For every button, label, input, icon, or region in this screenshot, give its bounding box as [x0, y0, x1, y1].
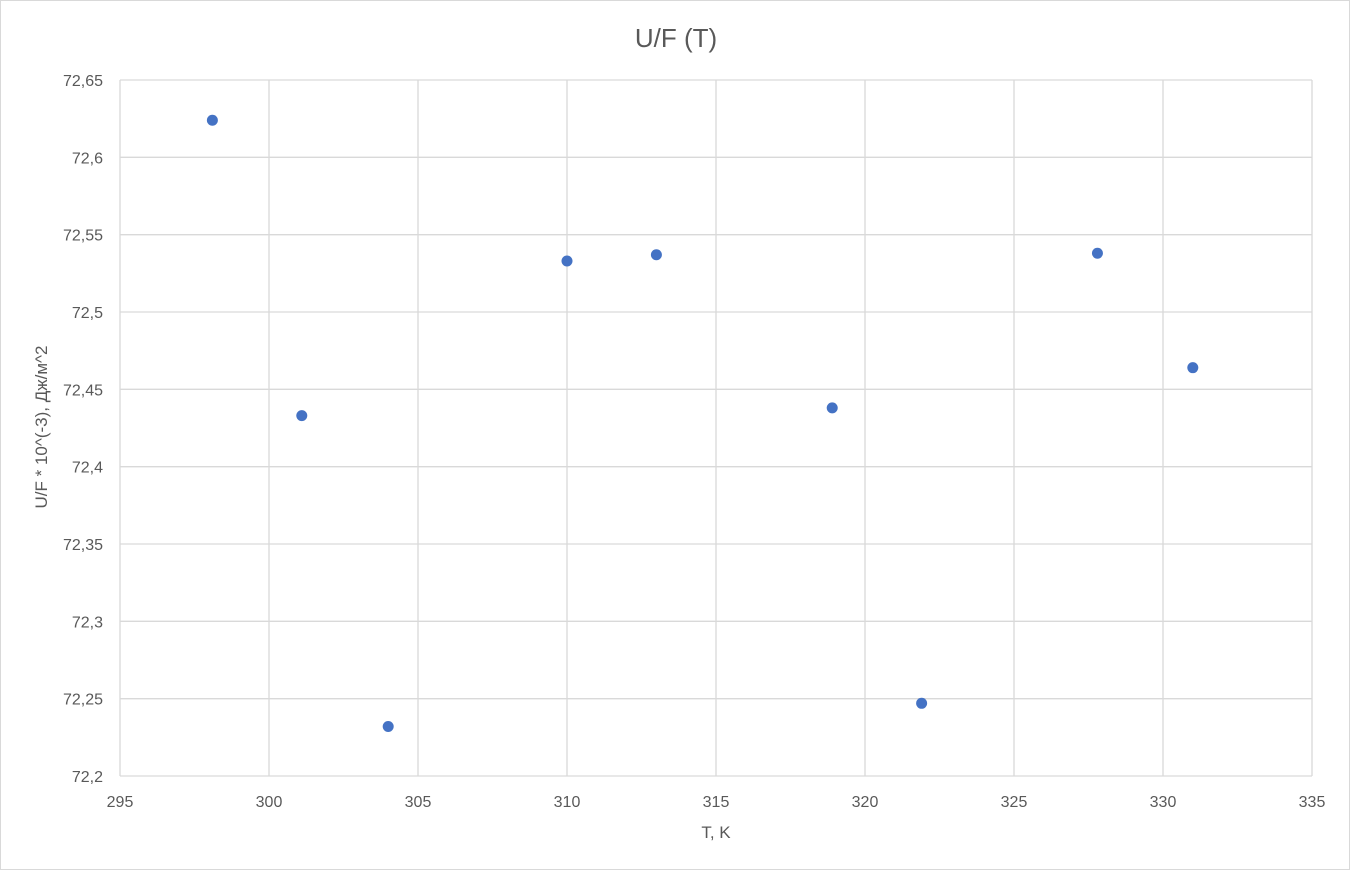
y-tick-label: 72,55	[63, 228, 103, 245]
y-tick-label: 72,45	[63, 382, 103, 399]
y-axis-tick-labels: 72,2 72,25 72,3 72,35 72,4 72,45 72,5 72,55 72,6…	[63, 73, 103, 786]
x-tick-label: 300	[256, 794, 283, 811]
x-axis-title: T, K	[701, 823, 731, 842]
y-tick-label: 72,3	[72, 614, 103, 631]
data-point[interactable]	[1187, 362, 1199, 374]
chart-title: U/F (T)	[635, 23, 717, 53]
x-tick-label: 325	[1001, 794, 1028, 811]
x-tick-label: 295	[107, 794, 134, 811]
y-tick-label: 72,65	[63, 73, 103, 90]
gridlines	[119, 79, 1313, 777]
data-point[interactable]	[826, 402, 838, 414]
y-tick-label: 72,35	[63, 537, 103, 554]
data-point[interactable]	[650, 249, 662, 261]
data-points	[206, 114, 1199, 733]
y-axis-title: U/F * 10^(-3), Дж/м^2	[32, 346, 51, 509]
data-point[interactable]	[1091, 247, 1103, 259]
x-tick-label: 315	[703, 794, 730, 811]
x-tick-label: 305	[405, 794, 432, 811]
y-tick-label: 72,25	[63, 692, 103, 709]
data-point[interactable]	[916, 697, 928, 709]
data-point[interactable]	[206, 114, 218, 126]
x-tick-label: 320	[852, 794, 879, 811]
data-point[interactable]	[296, 410, 308, 422]
x-axis-tick-labels: 295 300 305 310 315 320 325 330 335	[107, 794, 1326, 811]
y-tick-label: 72,6	[72, 150, 103, 167]
y-tick-label: 72,5	[72, 305, 103, 322]
y-tick-label: 72,2	[72, 769, 103, 786]
data-point[interactable]	[561, 255, 573, 267]
x-tick-label: 335	[1299, 794, 1326, 811]
x-tick-label: 330	[1150, 794, 1177, 811]
x-tick-label: 310	[554, 794, 581, 811]
data-point[interactable]	[382, 721, 394, 733]
y-tick-label: 72,4	[72, 460, 103, 477]
